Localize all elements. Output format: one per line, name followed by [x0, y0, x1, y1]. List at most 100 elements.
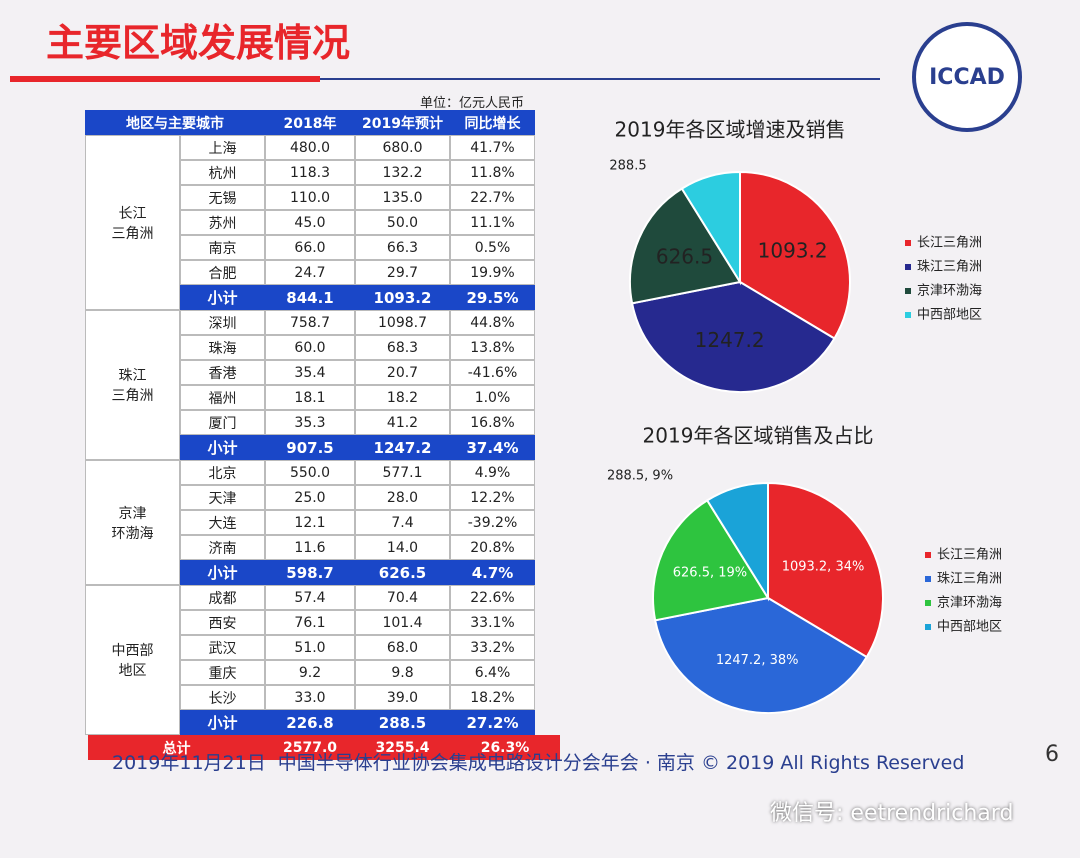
table-cell: 33.1%	[450, 610, 535, 635]
table-cell: 41.7%	[450, 135, 535, 160]
table-cell: 20.8%	[450, 535, 535, 560]
legend-swatch	[905, 264, 911, 270]
pie-slice	[654, 596, 869, 714]
header-cell: 同比增长	[450, 110, 535, 135]
total-cell: 3255.4	[355, 735, 450, 760]
subtotal-cell: 29.5%	[450, 285, 535, 310]
table-cell: 33.2%	[450, 635, 535, 660]
chart-title: 2019年各区域销售及占比	[643, 424, 874, 448]
chart-title: 2019年各区域增速及销售	[615, 118, 846, 142]
table-cell: 6.4%	[450, 660, 535, 685]
header-cell: 2019年预计	[355, 110, 450, 135]
table-cell: 68.3	[355, 335, 450, 360]
data-label: 1247.2	[695, 328, 765, 352]
table-cell: 大连	[180, 510, 265, 535]
table-cell: 33.0	[265, 685, 355, 710]
table-cell: 天津	[180, 485, 265, 510]
region-line: 地区	[118, 663, 147, 679]
subtotal-cell: 288.5	[355, 710, 450, 735]
total-cell: 总计	[88, 735, 265, 760]
table-cell: 50.0	[355, 210, 450, 235]
table-cell: 成都	[180, 585, 265, 610]
region-line: 京津	[118, 505, 147, 522]
pie-slice	[629, 187, 742, 305]
table-cell: 香港	[180, 360, 265, 385]
subtotal-cell: 1247.2	[355, 435, 450, 460]
table-cell: 135.0	[355, 185, 450, 210]
table-cell: 101.4	[355, 610, 450, 635]
table-cell: 680.0	[355, 135, 450, 160]
subtotal-cell: 1093.2	[355, 285, 450, 310]
table-cell: 11.1%	[450, 210, 535, 235]
legend-label: 京津环渤海	[937, 595, 1002, 611]
pie-slice	[652, 498, 770, 622]
table-cell: 18.2	[355, 385, 450, 410]
table-cell: 武汉	[180, 635, 265, 660]
subtotal-cell: 27.2%	[450, 710, 535, 735]
table-cell: 18.2%	[450, 685, 535, 710]
title-bar	[10, 76, 320, 82]
table-cell: 550.0	[265, 460, 355, 485]
table-cell: 29.7	[355, 260, 450, 285]
table-cell: 60.0	[265, 335, 355, 360]
logo: ICCAD	[912, 22, 1022, 132]
table-cell: 118.3	[265, 160, 355, 185]
table-cell: 珠海	[180, 335, 265, 360]
title-line	[320, 78, 880, 80]
footer: 2019年11月21日 中国半导体行业协会集成电路设计分会年会 · 南京 © 2…	[112, 752, 965, 774]
legend-label: 京津环渤海	[917, 283, 982, 299]
table-cell: 9.8	[355, 660, 450, 685]
subtotal-cell: 4.7%	[450, 560, 535, 585]
table-cell: 68.0	[355, 635, 450, 660]
table-cell: 35.4	[265, 360, 355, 385]
subtotal-cell: 226.8	[265, 710, 355, 735]
table-cell: 35.3	[265, 410, 355, 435]
legend-label: 长江三角洲	[917, 236, 982, 251]
subtotal-cell: 626.5	[355, 560, 450, 585]
legend-swatch	[905, 240, 911, 246]
data-label: 288.5, 9%	[607, 469, 673, 484]
pie-slice	[767, 481, 884, 659]
table-cell: 北京	[180, 460, 265, 485]
table-cell: 7.4	[355, 510, 450, 535]
table-cell: 重庆	[180, 660, 265, 685]
table-cell: 福州	[180, 385, 265, 410]
table-cell: 南京	[180, 235, 265, 260]
subtotal-cell: 小计	[180, 285, 265, 310]
header-cell: 2018年	[265, 110, 355, 135]
subtotal-cell: 小计	[180, 560, 265, 585]
legend-label: 中西部地区	[937, 620, 1002, 635]
table-cell: 18.1	[265, 385, 355, 410]
table-cell: 深圳	[180, 310, 265, 335]
subtotal-cell: 907.5	[265, 435, 355, 460]
table-cell: 上海	[180, 135, 265, 160]
region-cell: 珠江 三角洲	[85, 310, 180, 460]
region-cell: 京津 环渤海	[85, 460, 180, 585]
table-cell: 19.9%	[450, 260, 535, 285]
data-label: 1093.2, 34%	[782, 559, 865, 574]
region-cell: 中西部 地区	[85, 585, 180, 735]
legend-label: 珠江三角洲	[937, 572, 1002, 587]
total-cell: 26.3%	[450, 735, 560, 760]
subtotal-cell: 小计	[180, 435, 265, 460]
subtotal-cell: 小计	[180, 710, 265, 735]
table-cell: 20.7	[355, 360, 450, 385]
unit: 单位：亿元人民币	[420, 96, 525, 111]
table-cell: 13.8%	[450, 335, 535, 360]
table-cell: 577.1	[355, 460, 450, 485]
legend-swatch	[925, 576, 931, 582]
table-cell: 12.2%	[450, 485, 535, 510]
region-cell: 长江 三角洲	[85, 135, 180, 310]
total-cell: 2577.0	[265, 735, 355, 760]
table-cell: 51.0	[265, 635, 355, 660]
region-line: 三角洲	[111, 388, 154, 404]
table-cell: 39.0	[355, 685, 450, 710]
table-cell: 45.0	[265, 210, 355, 235]
table-cell: 厦门	[180, 410, 265, 435]
header-cell: 地区与主要城市	[85, 110, 265, 135]
table-cell: 28.0	[355, 485, 450, 510]
table-cell: 1.0%	[450, 385, 535, 410]
table-cell: 11.6	[265, 535, 355, 560]
region-line: 珠江	[118, 368, 147, 384]
